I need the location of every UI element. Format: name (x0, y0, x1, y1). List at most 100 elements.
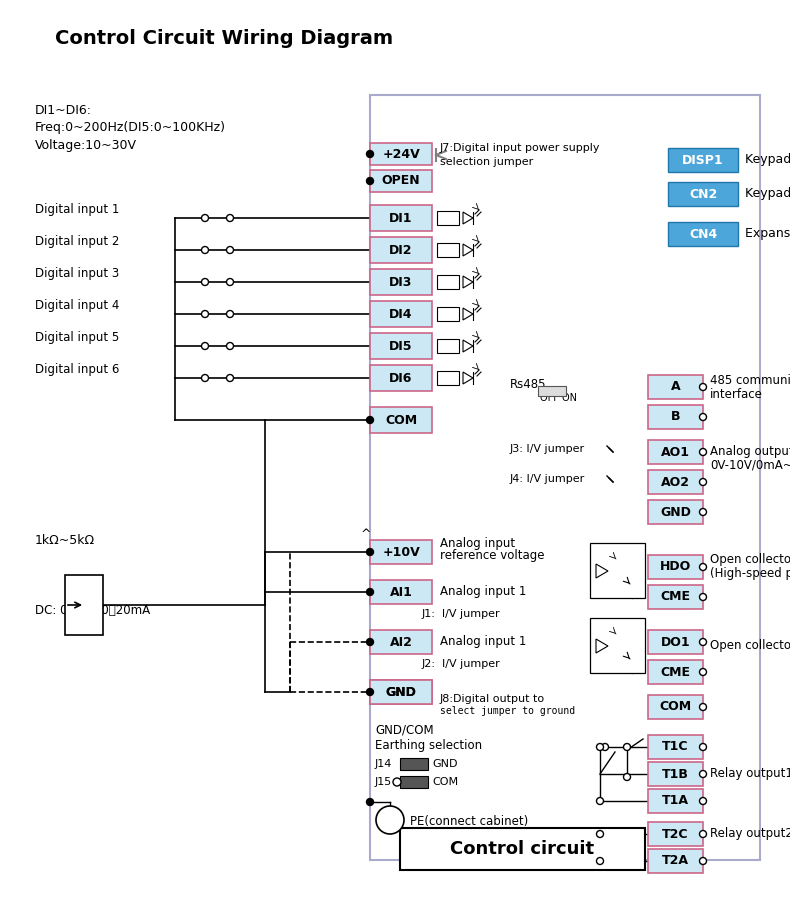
Circle shape (227, 278, 234, 285)
Text: PE(connect cabinet): PE(connect cabinet) (410, 815, 529, 829)
Text: DI6: DI6 (389, 372, 412, 384)
Text: Earthing selection: Earthing selection (375, 739, 482, 752)
Circle shape (699, 383, 706, 391)
Bar (370, 407, 432, 433)
Circle shape (367, 548, 374, 555)
Text: Digital input 2: Digital input 2 (35, 235, 119, 248)
Text: 485 communication: 485 communication (710, 374, 790, 388)
Text: Digital input 5: Digital input 5 (35, 330, 119, 344)
Text: Digital input 3: Digital input 3 (35, 266, 119, 280)
Bar (437, 243, 459, 257)
Bar (437, 307, 459, 321)
Circle shape (699, 563, 706, 571)
Circle shape (393, 778, 401, 786)
Text: Freq:0~200Hz(DI5:0~100KHz): Freq:0~200Hz(DI5:0~100KHz) (35, 122, 226, 134)
Text: DI1~DI6:: DI1~DI6: (35, 104, 92, 116)
Text: GND: GND (660, 506, 691, 518)
Text: Relay output2: Relay output2 (710, 827, 790, 841)
Bar (370, 680, 432, 704)
Text: Digital input 1: Digital input 1 (35, 202, 119, 215)
Circle shape (699, 797, 706, 805)
Bar (400, 758, 428, 770)
Bar (590, 618, 645, 673)
Bar (648, 630, 703, 654)
Bar (400, 828, 645, 870)
Circle shape (699, 448, 706, 455)
Text: B: B (671, 410, 680, 424)
Text: Expansion card interface: Expansion card interface (745, 228, 790, 240)
Bar (437, 211, 459, 225)
Text: GND: GND (386, 686, 416, 698)
Polygon shape (463, 244, 473, 256)
Text: Keypad interface: Keypad interface (745, 187, 790, 201)
Polygon shape (463, 340, 473, 352)
Text: J1:  I/V jumper: J1: I/V jumper (422, 609, 501, 619)
Text: Analog output AO1,AO2: Analog output AO1,AO2 (710, 445, 790, 457)
Circle shape (596, 797, 604, 805)
Circle shape (699, 638, 706, 645)
Circle shape (367, 798, 374, 806)
Text: COM: COM (385, 413, 417, 427)
Circle shape (367, 150, 374, 158)
Text: DISP1: DISP1 (683, 154, 724, 166)
Bar (370, 580, 432, 604)
Bar (648, 660, 703, 684)
Bar (648, 555, 703, 579)
Circle shape (699, 704, 706, 710)
Text: CN2: CN2 (689, 187, 717, 201)
Text: DO1: DO1 (660, 635, 690, 649)
Bar (648, 789, 703, 813)
Bar (370, 333, 432, 359)
Bar (668, 222, 738, 246)
Text: Control Circuit Wiring Diagram: Control Circuit Wiring Diagram (55, 29, 393, 48)
Bar (668, 182, 738, 206)
Text: J3: I/V jumper: J3: I/V jumper (510, 444, 585, 454)
Text: Relay output1: Relay output1 (710, 768, 790, 780)
Bar (648, 440, 703, 464)
Text: AI1: AI1 (389, 586, 412, 598)
Text: DI4: DI4 (389, 308, 412, 320)
Circle shape (367, 638, 374, 645)
Text: HDO: HDO (660, 561, 691, 573)
Text: T1A: T1A (662, 795, 689, 807)
Text: DI3: DI3 (389, 275, 412, 289)
Text: Digital input 4: Digital input 4 (35, 299, 119, 311)
Text: +10V: +10V (382, 545, 419, 559)
Text: CN4: CN4 (689, 228, 717, 240)
Text: Open collector output 1: Open collector output 1 (710, 554, 790, 566)
Text: OPEN: OPEN (382, 175, 420, 187)
Circle shape (699, 508, 706, 516)
Circle shape (201, 278, 209, 285)
Text: DI1: DI1 (389, 212, 412, 224)
Bar (648, 849, 703, 873)
Text: COM: COM (660, 700, 691, 714)
Text: T2C: T2C (662, 827, 689, 841)
Circle shape (227, 343, 234, 349)
Text: DI5: DI5 (389, 339, 412, 353)
Circle shape (227, 214, 234, 221)
Text: 1kΩ~5kΩ: 1kΩ~5kΩ (35, 534, 95, 546)
Text: select jumper to ground: select jumper to ground (440, 706, 575, 716)
Text: COM: COM (432, 777, 458, 787)
Bar (370, 269, 432, 295)
Text: A: A (671, 381, 680, 393)
Bar (648, 375, 703, 399)
Polygon shape (463, 372, 473, 384)
Bar (648, 585, 703, 609)
Circle shape (367, 417, 374, 424)
Circle shape (227, 247, 234, 254)
Text: Digital input 6: Digital input 6 (35, 363, 119, 375)
Bar (370, 301, 432, 327)
Text: reference voltage: reference voltage (440, 550, 544, 562)
Text: J14: J14 (375, 759, 393, 769)
Bar (437, 275, 459, 289)
Circle shape (596, 743, 604, 751)
Bar (437, 339, 459, 353)
Text: T1B: T1B (662, 768, 689, 780)
Circle shape (699, 669, 706, 676)
Bar (400, 776, 428, 788)
Circle shape (699, 413, 706, 420)
Text: Analog input: Analog input (440, 537, 515, 551)
Bar (648, 405, 703, 429)
Text: (High-speed pulse output): (High-speed pulse output) (710, 568, 790, 580)
